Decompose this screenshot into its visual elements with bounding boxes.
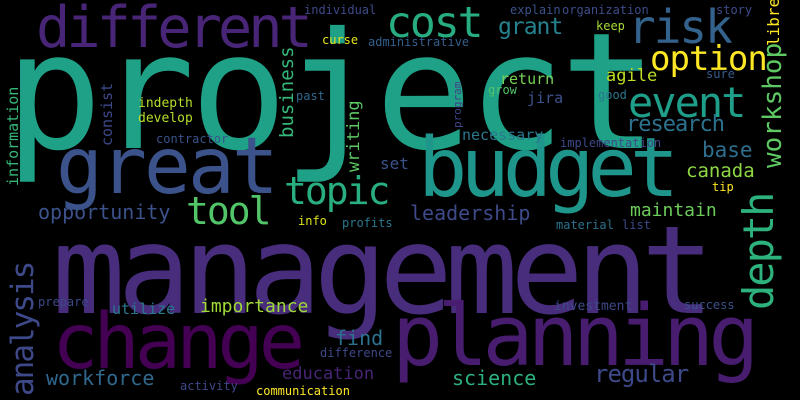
word-list: list	[622, 218, 651, 232]
word-workforce: workforce	[46, 366, 155, 390]
word-difference: difference	[320, 346, 393, 360]
word-return: return	[500, 70, 555, 88]
word-canada: canada	[686, 160, 755, 182]
word-tip: tip	[712, 180, 734, 194]
word-great: great	[56, 122, 279, 212]
word-writing: writing	[344, 100, 364, 172]
word-event: event	[628, 78, 746, 127]
word-importance: importance	[200, 296, 309, 317]
word-option: option	[650, 39, 768, 79]
word-communication: communication	[256, 384, 350, 398]
word-utilize: utilize	[112, 300, 176, 318]
word-prepare: prepare	[38, 295, 89, 309]
word-research: research	[626, 112, 725, 137]
word-material: material	[556, 218, 614, 232]
word-maintain: maintain	[630, 200, 717, 221]
word-depth: depth	[734, 193, 783, 310]
word-jira: jira	[527, 89, 564, 107]
word-management: management	[52, 200, 715, 342]
word-success: success	[684, 298, 735, 312]
word-information: information	[4, 86, 22, 186]
word-past: past	[296, 89, 325, 103]
word-good: good	[598, 88, 627, 102]
word-grant: grant	[498, 14, 563, 40]
word-business: business	[276, 46, 298, 138]
word-education: education	[282, 364, 375, 384]
word-project: project	[5, 0, 658, 187]
word-find: find	[335, 326, 384, 350]
word-organization: organization	[562, 3, 649, 17]
word-investment: investment	[554, 299, 633, 314]
word-topic: topic	[284, 169, 390, 213]
word-set: set	[380, 154, 409, 173]
word-contractor: contractor	[156, 132, 229, 146]
word-info: info	[298, 214, 327, 228]
word-necessary: necessary	[462, 126, 544, 144]
word-sure: sure	[706, 67, 735, 81]
word-leadership: leadership	[410, 201, 531, 225]
word-cost: cost	[386, 0, 484, 48]
word-curse: curse	[322, 33, 359, 47]
word-regular: regular	[594, 360, 689, 388]
word-risk: risk	[628, 0, 733, 54]
word-workshop: workshop	[758, 42, 788, 168]
word-develop: develop	[138, 111, 193, 126]
word-libre: libre	[764, 0, 783, 46]
word-keep: keep	[596, 19, 625, 33]
word-different: different	[36, 0, 313, 61]
word-consist: consist	[98, 82, 116, 146]
word-individual: individual	[304, 3, 377, 17]
word-activity: activity	[180, 379, 238, 393]
word-program: program	[451, 81, 464, 128]
word-administrative: administrative	[368, 35, 470, 49]
word-indepth: indepth	[138, 96, 193, 111]
word-budget: budget	[418, 121, 679, 216]
word-tool: tool	[186, 189, 272, 233]
word-base: base	[702, 138, 753, 162]
word-story: story	[716, 3, 753, 17]
word-science: science	[452, 366, 537, 390]
word-opportunity: opportunity	[38, 200, 171, 224]
word-explain: explain	[510, 3, 561, 17]
word-change: change	[52, 298, 305, 387]
word-analysis: analysis	[5, 262, 41, 396]
word-implementation: implementation	[560, 136, 662, 150]
word-agile: agile	[606, 66, 658, 86]
word-profits: profits	[342, 216, 393, 230]
word-grow: grow	[488, 83, 517, 97]
word-planning: planning	[392, 287, 759, 386]
